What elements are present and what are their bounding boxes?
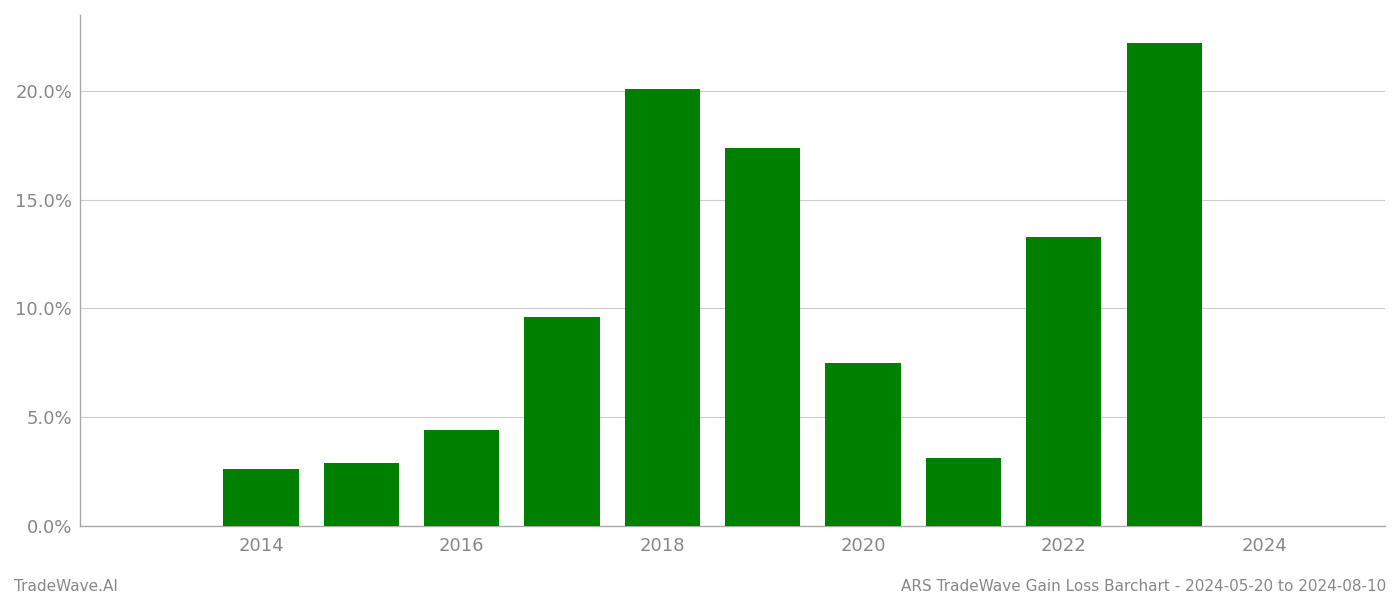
Bar <box>323 463 399 526</box>
Bar <box>826 363 900 526</box>
Bar <box>725 148 801 526</box>
Bar <box>925 458 1001 526</box>
Text: TradeWave.AI: TradeWave.AI <box>14 579 118 594</box>
Bar <box>424 430 500 526</box>
Bar <box>1026 237 1102 526</box>
Bar <box>1127 43 1201 526</box>
Bar <box>624 89 700 526</box>
Bar <box>224 469 298 526</box>
Bar <box>525 317 599 526</box>
Text: ARS TradeWave Gain Loss Barchart - 2024-05-20 to 2024-08-10: ARS TradeWave Gain Loss Barchart - 2024-… <box>900 579 1386 594</box>
